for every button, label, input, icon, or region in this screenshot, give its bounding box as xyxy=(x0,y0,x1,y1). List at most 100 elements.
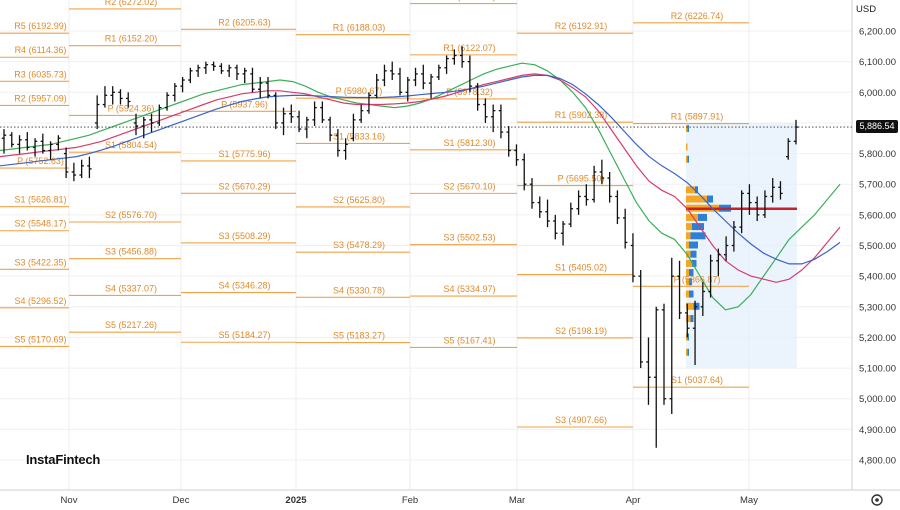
profile-bar-buy xyxy=(686,278,689,286)
profile-bar-sell xyxy=(707,195,713,203)
profile-bar-sell xyxy=(689,278,692,286)
pivot-label: P (5924.36) xyxy=(108,103,155,113)
profile-bar-buy xyxy=(686,290,689,298)
y-tick-label: 4,900.00 xyxy=(859,425,896,436)
candles xyxy=(1,46,799,448)
pivot-label: R2 (5957.09) xyxy=(14,93,67,103)
pivot-label: S5 (5184.27) xyxy=(218,330,270,340)
y-tick-label: 6,200.00 xyxy=(859,27,896,38)
y-tick-label: 5,800.00 xyxy=(859,149,896,160)
pivot-label: S5 (5167.41) xyxy=(443,335,495,345)
y-tick-label: 5,000.00 xyxy=(859,394,896,405)
y-tick-label: 5,700.00 xyxy=(859,180,896,191)
pivot-label: R2 (6205.63) xyxy=(218,17,271,27)
y-tick-label: 5,400.00 xyxy=(859,272,896,283)
profile-bar-buy xyxy=(686,315,691,323)
currency-label[interactable]: USD xyxy=(856,4,877,15)
x-tick-label: Mar xyxy=(509,495,525,506)
pivot-label: R5 (6192.99) xyxy=(14,21,67,31)
profile-bar-sell xyxy=(687,333,689,341)
profile-bar-sell xyxy=(687,155,689,163)
sma-mid-line xyxy=(0,73,841,283)
profile-bar-buy xyxy=(686,223,692,231)
pivot-label: S1 (5037.64) xyxy=(671,375,723,385)
pivot-label: S2 (5670.10) xyxy=(443,181,495,191)
pivot-label: R2 (6289.64) xyxy=(443,0,496,2)
y-tick-label: 5,200.00 xyxy=(859,333,896,344)
pivot-label: S1 (5804.54) xyxy=(105,140,157,150)
profile-bar-buy xyxy=(686,302,694,310)
profile-bar-buy xyxy=(686,186,695,194)
profile-bar-buy xyxy=(686,195,707,203)
pivot-label: S2 (5198.19) xyxy=(555,326,607,336)
pivot-label: S4 (5330.78) xyxy=(333,285,385,295)
profile-bar-buy xyxy=(686,348,688,356)
pivot-label: R3 (6035.73) xyxy=(14,69,67,79)
profile-bar-sell xyxy=(692,259,697,267)
price-axis[interactable]: 6,200.006,100.006,000.005,900.005,800.00… xyxy=(859,27,896,467)
profile-bar-buy xyxy=(686,241,689,249)
pivot-label: S4 (5337.07) xyxy=(105,283,157,293)
pivot-label: R2 (6272.02) xyxy=(105,0,158,7)
pivot-label: S3 (5422.35) xyxy=(14,257,66,267)
pivot-label: R1 (6122.07) xyxy=(443,43,496,53)
y-tick-label: 5,300.00 xyxy=(859,302,896,313)
profile-bar-sell xyxy=(689,269,694,277)
settings-icon[interactable] xyxy=(870,493,884,507)
profile-bar-buy xyxy=(686,250,691,258)
pivot-label: S2 (5670.29) xyxy=(218,181,270,191)
pivot-label: R1 (5897.91) xyxy=(671,112,724,122)
x-tick-label: 2025 xyxy=(285,495,307,506)
profile-bar-buy xyxy=(686,269,689,277)
y-tick-label: 5,500.00 xyxy=(859,241,896,252)
brand-logo: InstaFintech xyxy=(26,452,101,467)
pivot-label: S2 (5576.70) xyxy=(105,210,157,220)
last-price-badge: 5,886.54 xyxy=(856,120,898,133)
profile-bar-sell xyxy=(692,223,704,231)
profile-bar-sell xyxy=(687,348,689,356)
profile-bar-sell xyxy=(689,290,694,298)
profile-bar-buy xyxy=(686,155,688,163)
pivot-levels: R5 (6192.99) R4 (6114.36) R3 (6035.73) R2 (… xyxy=(0,0,749,428)
pivot-label: S1 (5626.81) xyxy=(14,195,66,205)
profile-bar-buy xyxy=(686,232,691,240)
x-tick-label: Dec xyxy=(173,495,190,506)
profile-bar-buy xyxy=(686,213,698,221)
profile-bar-sell xyxy=(695,186,698,194)
pivot-label: S1 (5405.02) xyxy=(555,263,607,273)
time-axis[interactable]: Nov Dec 2025 Feb Mar Apr May xyxy=(61,495,759,506)
pivot-label: S5 (5217.26) xyxy=(105,320,157,330)
pivot-label: S1 (5833.16) xyxy=(333,131,385,141)
x-tick-label: Apr xyxy=(626,495,641,506)
pivot-label: S2 (5625.80) xyxy=(333,195,385,205)
profile-bar-sell xyxy=(690,232,706,240)
x-tick-label: May xyxy=(740,495,758,506)
volume-profile-area xyxy=(686,122,797,369)
volume-profile xyxy=(686,122,797,369)
pivot-label: P (5980.67) xyxy=(336,86,383,96)
profile-bar-sell xyxy=(687,125,689,133)
sma-fast-line xyxy=(0,62,841,311)
pivot-label: S3 (5456.88) xyxy=(105,247,157,257)
pivot-label: R1 (6152.20) xyxy=(105,34,158,44)
profile-bar-sell xyxy=(698,213,707,221)
pivot-label: S3 (5508.29) xyxy=(218,231,270,241)
pivot-label: P (5937.96) xyxy=(221,99,268,109)
pivot-label: S3 (4907.66) xyxy=(555,415,607,425)
pivot-label: S5 (5183.27) xyxy=(333,331,385,341)
y-tick-label: 4,800.00 xyxy=(859,456,896,467)
pivot-label: R1 (6188.03) xyxy=(333,23,386,33)
pivot-label: S3 (5502.53) xyxy=(443,233,495,243)
pivot-label: S4 (5334.97) xyxy=(443,284,495,294)
profile-bar-sell xyxy=(690,315,694,323)
pivot-label: S4 (5346.28) xyxy=(218,281,270,291)
pivot-label: S1 (5775.96) xyxy=(218,149,270,159)
profile-bar-sell xyxy=(690,250,697,258)
y-tick-label: 5,100.00 xyxy=(859,364,896,375)
y-tick-label: 5,600.00 xyxy=(859,210,896,221)
profile-bar-buy xyxy=(686,259,692,267)
pivot-label: S1 (5812.30) xyxy=(443,138,495,148)
pivot-label: R2 (6192.91) xyxy=(555,21,608,31)
pivot-label: R4 (6114.36) xyxy=(15,45,67,55)
